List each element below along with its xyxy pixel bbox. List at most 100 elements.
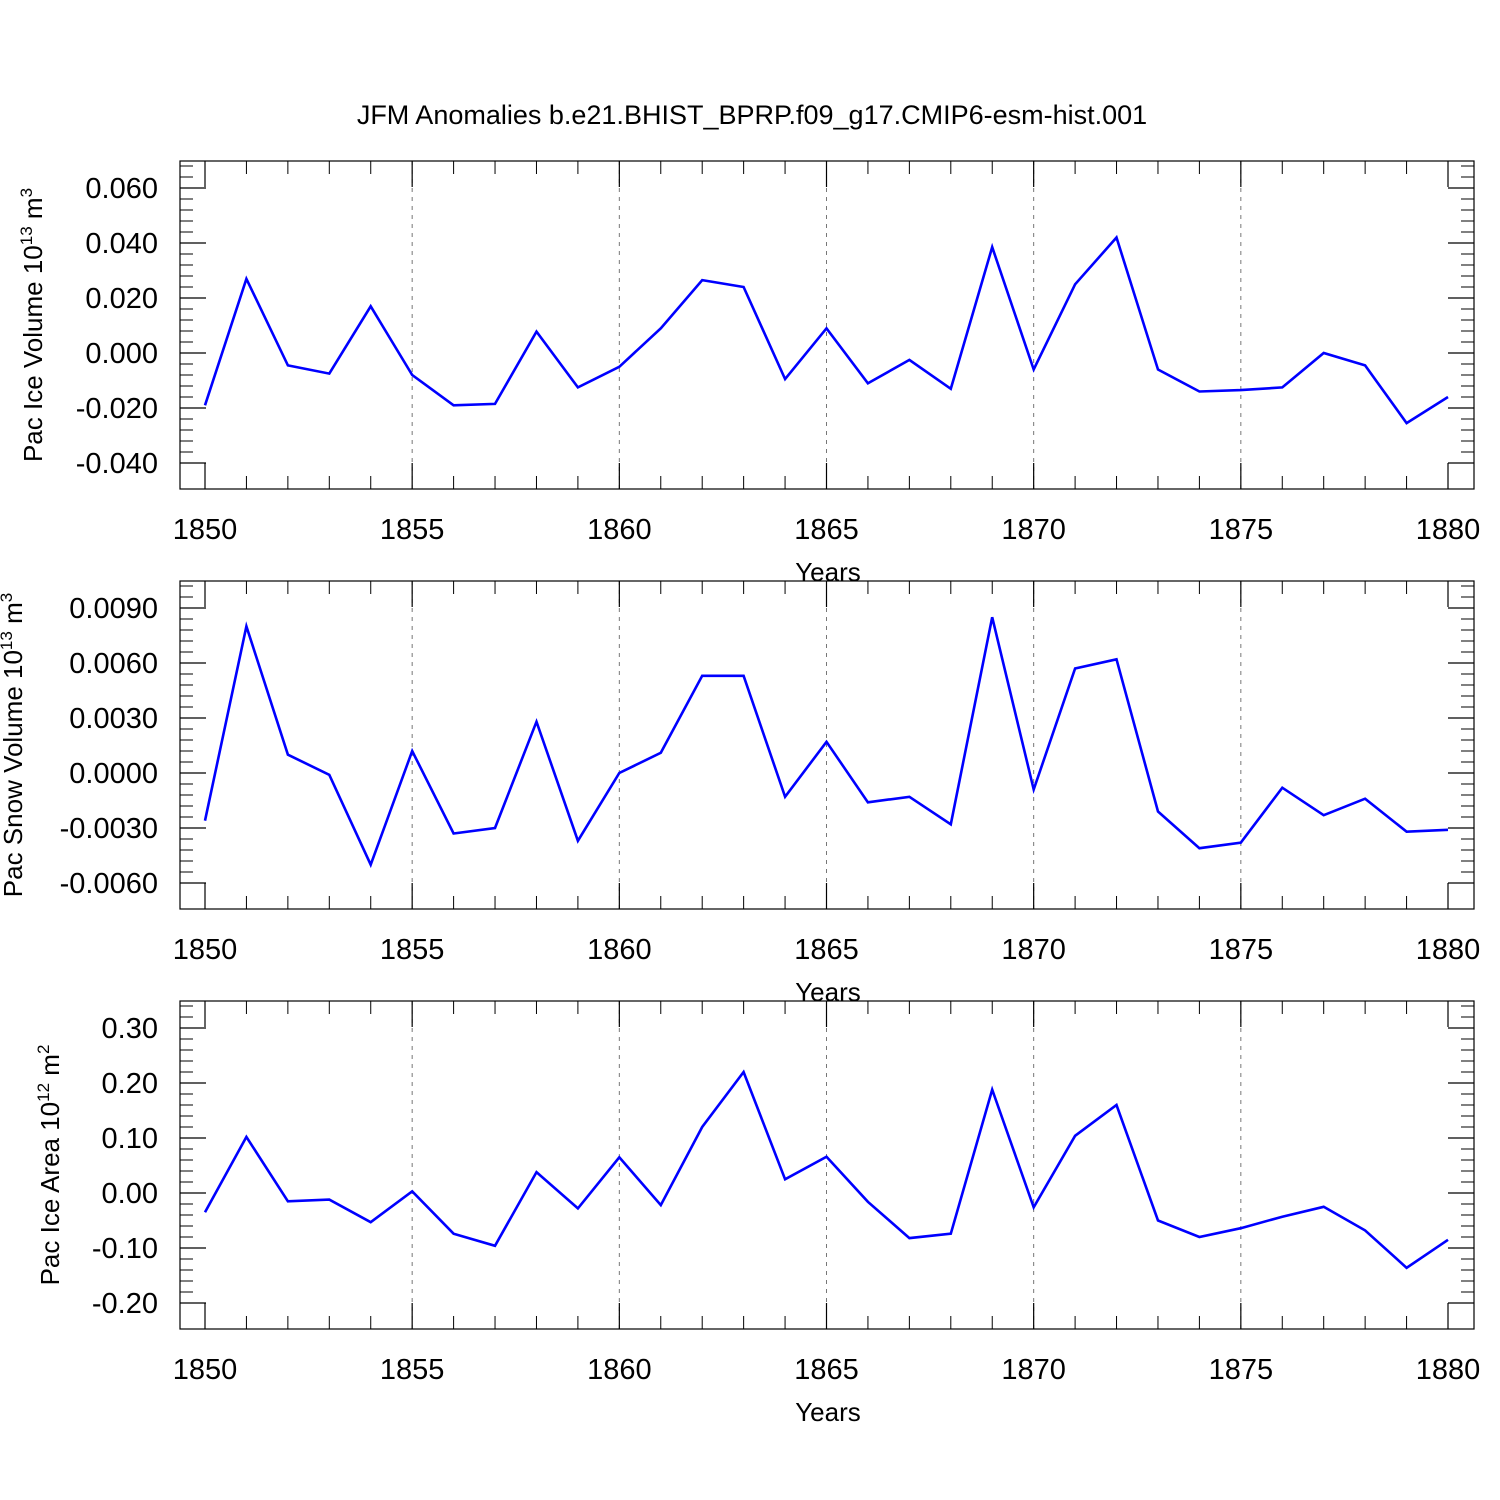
data-point [577, 386, 579, 388]
data-point [577, 840, 579, 842]
data-point [328, 372, 330, 374]
y-axis-label-main: Pac Ice Area 10 [35, 1102, 65, 1286]
data-point [1364, 1229, 1366, 1231]
x-tick-label: 1865 [794, 1354, 859, 1386]
y-tick-label: 0.30 [102, 1013, 158, 1045]
data-point [452, 1233, 454, 1235]
data-point [825, 1156, 827, 1158]
data-point [452, 404, 454, 406]
data-point [245, 1136, 247, 1138]
data-point [1032, 788, 1034, 790]
data-point [1447, 396, 1449, 398]
x-tick-label: 1875 [1209, 1354, 1274, 1386]
data-point [660, 752, 662, 754]
data-point [867, 382, 869, 384]
data-point [245, 625, 247, 627]
x-tick-label: 1855 [380, 1354, 445, 1386]
data-point [1405, 422, 1407, 424]
series-line [203, 234, 1449, 425]
y-axis-label-exponent: 13 [0, 631, 16, 650]
y-tick-label: 0.20 [102, 1068, 158, 1100]
data-point [1157, 1219, 1159, 1221]
data-point [1032, 368, 1034, 370]
data-point [784, 1178, 786, 1180]
data-point [535, 1171, 537, 1173]
data-point [660, 327, 662, 329]
data-point [494, 1245, 496, 1247]
panel-snow-volume: 1850 1855 1860 1865 1870 1875 1880 -0.0060 -0.00… [0, 580, 1481, 1007]
data-point [825, 327, 827, 329]
data-point [535, 720, 537, 722]
y-axis-label: Pac Snow Volume 1013 m3 [0, 593, 28, 897]
x-tick-label: 1865 [794, 934, 859, 966]
data-point [618, 772, 620, 774]
x-tick-label: 1880 [1416, 1354, 1481, 1386]
data-point [950, 1233, 952, 1235]
y-axis-label: Pac Ice Area 1012 m2 [34, 1045, 65, 1286]
data-point [245, 278, 247, 280]
data-point [328, 1198, 330, 1200]
y-tick-label: 0.040 [85, 228, 158, 260]
data-point [1405, 830, 1407, 832]
y-tick-label: 0.10 [102, 1123, 158, 1155]
x-tick-label: 1850 [173, 514, 238, 546]
data-point [991, 246, 993, 248]
data-point [1074, 1135, 1076, 1137]
data-point [1157, 810, 1159, 812]
data-point [204, 404, 206, 406]
data-point [908, 796, 910, 798]
data-point [577, 1207, 579, 1209]
data-point [1115, 236, 1117, 238]
data-point [1281, 1215, 1283, 1217]
data-point [411, 1190, 413, 1192]
y-axis-label-unit: m [35, 1054, 65, 1083]
data-point [618, 1156, 620, 1158]
y-axis-label-unit: m [18, 197, 48, 226]
data-point [1323, 1206, 1325, 1208]
data-point [1198, 847, 1200, 849]
data-point [701, 279, 703, 281]
y-axis-label-main: Pac Ice Volume 10 [18, 245, 48, 462]
chart-title: JFM Anomalies b.e21.BHIST_BPRP.f09_g17.C… [357, 100, 1147, 130]
data-point [1157, 368, 1159, 370]
x-tick-label: 1850 [173, 1354, 238, 1386]
data-point [784, 796, 786, 798]
x-tick-label: 1875 [1209, 514, 1274, 546]
x-tick-label: 1860 [587, 934, 652, 966]
y-tick-label: 0.0030 [69, 703, 158, 735]
y-tick-label: -0.020 [76, 393, 158, 425]
data-point [370, 863, 372, 865]
y-axis-label-unit-exponent: 3 [0, 593, 16, 602]
x-tick-label: 1880 [1416, 934, 1481, 966]
x-axis-label: Years [795, 557, 861, 587]
data-point [950, 388, 952, 390]
data-point [908, 1237, 910, 1239]
y-axis-label-main: Pac Snow Volume 10 [0, 650, 28, 897]
y-tick-label: -0.0030 [60, 813, 158, 845]
data-point [452, 832, 454, 834]
data-point [1115, 658, 1117, 660]
data-point [1447, 1239, 1449, 1241]
data-point [618, 366, 620, 368]
data-point [204, 1211, 206, 1213]
y-axis-label-exponent: 12 [34, 1083, 53, 1102]
data-point [950, 823, 952, 825]
panels: 1850 1855 1860 1865 1870 1875 1880 -0.040 -0.020… [0, 160, 1481, 1427]
data-point [701, 675, 703, 677]
data-point [867, 1201, 869, 1203]
y-axis-label-unit-exponent: 2 [34, 1045, 53, 1054]
data-point [1115, 1104, 1117, 1106]
data-point [370, 305, 372, 307]
x-tick-label: 1860 [587, 514, 652, 546]
data-point [1323, 352, 1325, 354]
series-line [203, 616, 1449, 869]
data-point [328, 774, 330, 776]
y-tick-label: -0.20 [92, 1288, 158, 1320]
data-point [1323, 814, 1325, 816]
data-point [1364, 364, 1366, 366]
y-tick-label: 0.00 [102, 1178, 158, 1210]
data-point [287, 753, 289, 755]
data-point [1198, 390, 1200, 392]
data-point [494, 827, 496, 829]
